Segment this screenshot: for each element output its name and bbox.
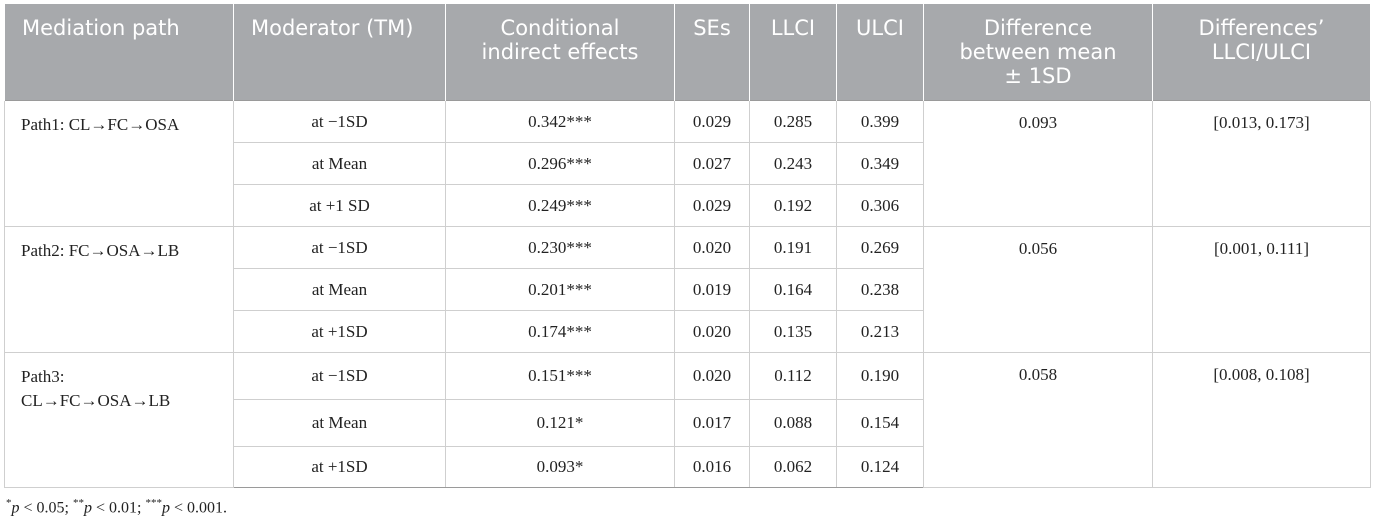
se-cell: 0.027 <box>674 142 750 185</box>
ulci-cell: 0.238 <box>836 268 924 311</box>
se-cell: 0.020 <box>674 352 750 400</box>
se-cell: 0.019 <box>674 268 750 311</box>
llci-cell: 0.135 <box>749 310 837 353</box>
se-cell: 0.029 <box>674 184 750 227</box>
llci-cell: 0.192 <box>749 184 837 227</box>
moderator-cell: at Mean <box>233 142 446 185</box>
effect-cell: 0.296*** <box>445 142 675 185</box>
table-row: at Mean 0.201*** 0.019 0.164 0.238 <box>5 268 1371 311</box>
effect-cell: 0.174*** <box>445 310 675 353</box>
header-ses: SEs <box>674 4 750 101</box>
effect-cell: 0.249*** <box>445 184 675 227</box>
header-moderator: Moderator (TM) <box>233 4 446 101</box>
llci-cell: 0.112 <box>749 352 837 400</box>
path-cell: Path2: FC→OSA→LB <box>4 226 234 353</box>
header-llci: LLCI <box>749 4 837 101</box>
header-ulci: ULCI <box>836 4 924 101</box>
header-mediation-path: Mediation path <box>4 4 234 101</box>
difference-cell: 0.056 <box>923 226 1153 353</box>
moderator-cell: at −1SD <box>233 352 446 400</box>
table-row: Path3: CL→FC→OSA→LB at −1SD 0.151*** 0.02… <box>4 352 1371 488</box>
difference-ci-cell: [0.001, 0.111] <box>1152 226 1371 353</box>
path-cell: Path3: CL→FC→OSA→LB <box>4 352 234 488</box>
moderator-cell: at −1SD <box>233 100 446 143</box>
ulci-cell: 0.154 <box>836 399 924 447</box>
difference-ci-cell: [0.013, 0.173] <box>1152 100 1371 227</box>
table-row: at Mean 0.121* 0.017 0.088 0.154 <box>5 399 1371 447</box>
llci-cell: 0.191 <box>749 226 837 269</box>
se-cell: 0.029 <box>674 100 750 143</box>
moderator-cell: at +1SD <box>233 446 446 488</box>
ulci-cell: 0.269 <box>836 226 924 269</box>
difference-cell: 0.058 <box>923 352 1153 488</box>
effect-cell: 0.121* <box>445 399 675 447</box>
llci-cell: 0.088 <box>749 399 837 447</box>
table-row: Path1: CL→FC→OSA at −1SD 0.342*** 0.029 … <box>4 100 1371 227</box>
ulci-cell: 0.124 <box>836 446 924 488</box>
difference-cell: 0.093 <box>923 100 1153 227</box>
ulci-cell: 0.349 <box>836 142 924 185</box>
llci-cell: 0.285 <box>749 100 837 143</box>
llci-cell: 0.243 <box>749 142 837 185</box>
header-difference: Difference between mean ± 1SD <box>923 4 1153 101</box>
ulci-cell: 0.190 <box>836 352 924 400</box>
effect-cell: 0.151*** <box>445 352 675 400</box>
ulci-cell: 0.306 <box>836 184 924 227</box>
table-row: at +1SD 0.093* 0.016 0.062 0.124 <box>5 446 1371 488</box>
llci-cell: 0.164 <box>749 268 837 311</box>
table-row: Path2: FC→OSA→LB at −1SD 0.230*** 0.020 … <box>4 226 1371 353</box>
path-cell: Path1: CL→FC→OSA <box>4 100 234 227</box>
significance-footnote: *p < 0.05; **p < 0.01; ***p < 0.001. <box>6 497 227 517</box>
se-cell: 0.020 <box>674 310 750 353</box>
table-row: at Mean 0.296*** 0.027 0.243 0.349 <box>5 142 1371 185</box>
effect-cell: 0.342*** <box>445 100 675 143</box>
moderator-cell: at Mean <box>233 268 446 311</box>
header-differences-ci: Differences’ LLCI/ULCI <box>1152 4 1371 101</box>
llci-cell: 0.062 <box>749 446 837 488</box>
effect-cell: 0.201*** <box>445 268 675 311</box>
se-cell: 0.016 <box>674 446 750 488</box>
effect-cell: 0.230*** <box>445 226 675 269</box>
ulci-cell: 0.213 <box>836 310 924 353</box>
header-row: Mediation path Moderator (TM) Conditiona… <box>4 4 1371 101</box>
moderator-cell: at +1SD <box>233 310 446 353</box>
mediation-results-table: Mediation path Moderator (TM) Conditiona… <box>4 4 1371 488</box>
effect-cell: 0.093* <box>445 446 675 488</box>
ulci-cell: 0.399 <box>836 100 924 143</box>
difference-ci-cell: [0.008, 0.108] <box>1152 352 1371 488</box>
header-conditional-indirect-effects: Conditional indirect effects <box>445 4 675 101</box>
moderator-cell: at Mean <box>233 399 446 447</box>
table-row: at +1 SD 0.249*** 0.029 0.192 0.306 <box>5 184 1371 227</box>
table-row: at +1SD 0.174*** 0.020 0.135 0.213 <box>5 310 1371 353</box>
se-cell: 0.017 <box>674 399 750 447</box>
moderator-cell: at +1 SD <box>233 184 446 227</box>
se-cell: 0.020 <box>674 226 750 269</box>
moderator-cell: at −1SD <box>233 226 446 269</box>
